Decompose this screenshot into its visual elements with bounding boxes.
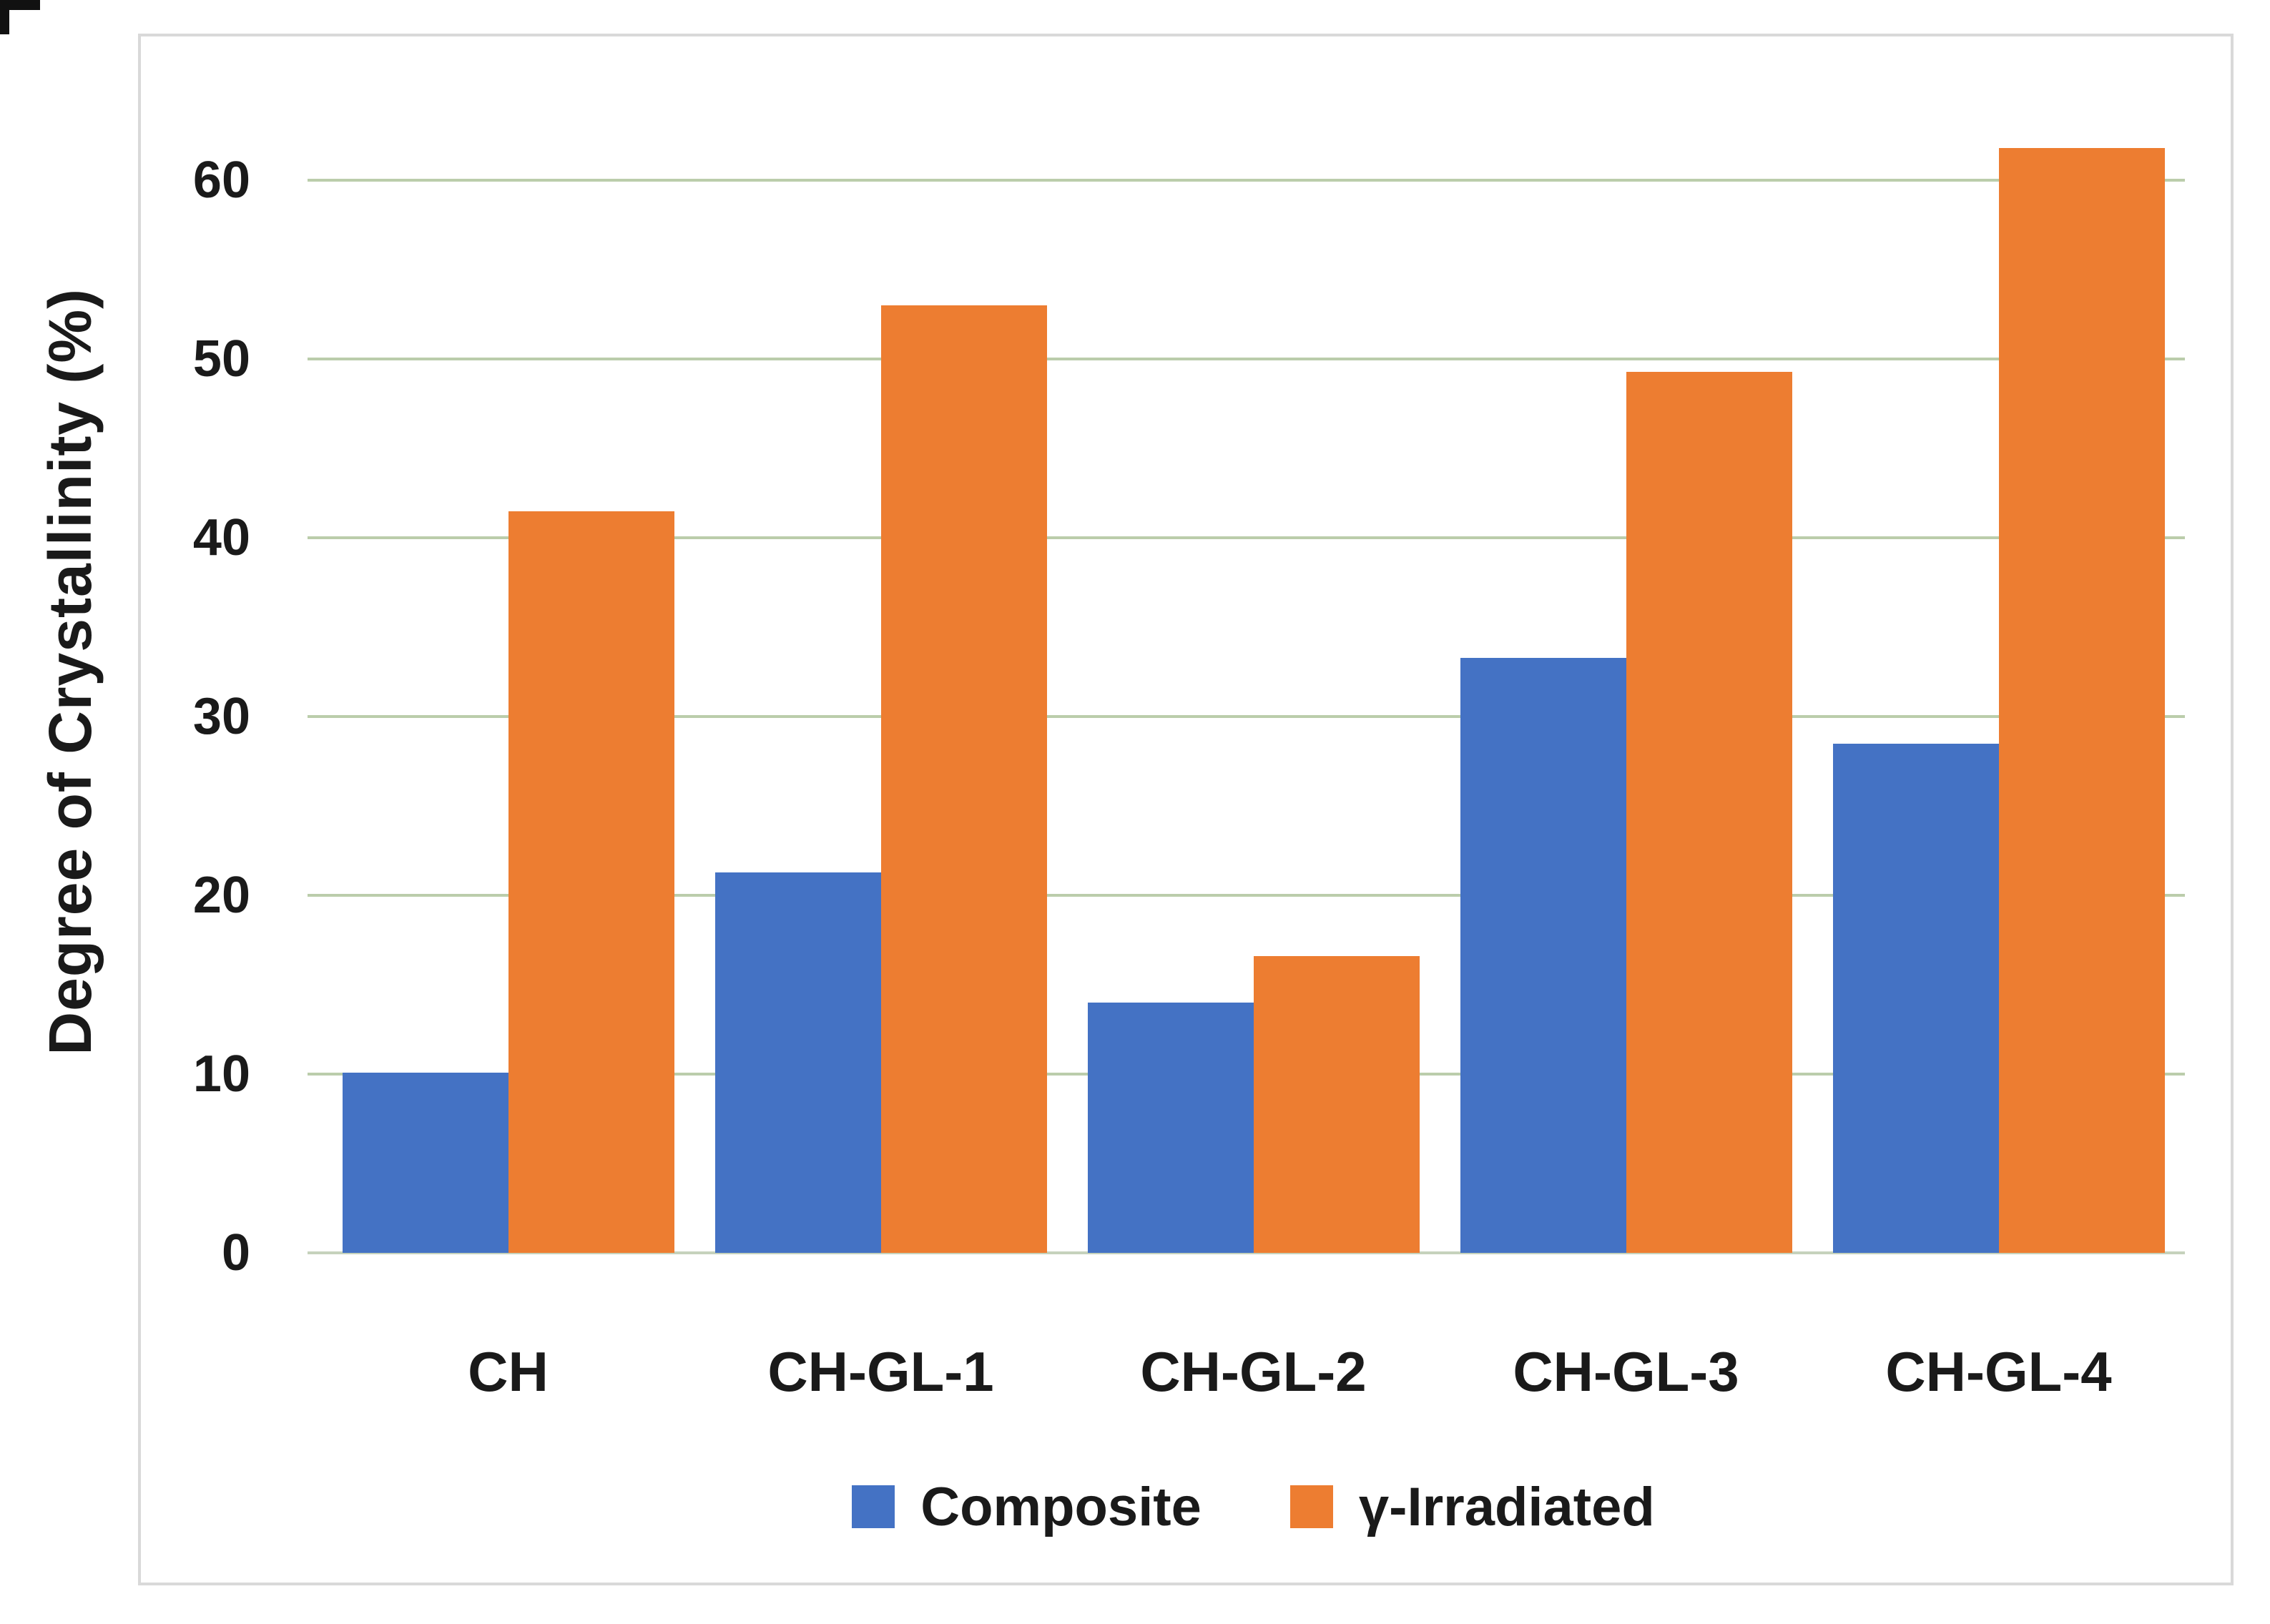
bar-composite-CH — [343, 1072, 508, 1253]
y-tick-label-0: 0 — [221, 1224, 250, 1281]
scan-artifact-vertical — [0, 0, 9, 34]
bar-composite-CH-GL-4 — [1833, 743, 1999, 1253]
gridline-60 — [308, 179, 2185, 182]
bar--irradiated-CH-GL-3 — [1626, 371, 1792, 1253]
y-tick-label-10: 10 — [192, 1045, 250, 1103]
bar-composite-CH-GL-1 — [715, 872, 881, 1253]
x-tick-label-CH-GL-4: CH-GL-4 — [1885, 1340, 2112, 1403]
bar-group-CH — [322, 91, 694, 1253]
legend: Composite γ-Irradiated — [322, 1467, 2185, 1546]
y-tick-label-60: 60 — [192, 152, 250, 209]
gridline-40 — [308, 536, 2185, 539]
legend-swatch-icon — [852, 1485, 895, 1528]
x-tick-label-CH: CH — [468, 1340, 549, 1403]
legend-item-composite: Composite — [852, 1476, 1202, 1538]
gridline-50 — [308, 358, 2185, 360]
plot-area — [308, 91, 2185, 1254]
bar-group-CH-GL-4 — [1812, 91, 2185, 1253]
x-tick-label-CH-GL-1: CH-GL-1 — [767, 1340, 994, 1403]
y-tick-label-40: 40 — [192, 509, 250, 566]
legend-label: γ-Irradiated — [1358, 1476, 1655, 1537]
y-tick-label-50: 50 — [192, 330, 250, 388]
x-tick-label-CH-GL-2: CH-GL-2 — [1140, 1340, 1367, 1403]
gridline-20 — [308, 894, 2185, 897]
bar-composite-CH-GL-2 — [1088, 1003, 1254, 1253]
x-axis-baseline — [308, 1251, 2185, 1254]
x-axis-tick-labels: CH CH-GL-1 CH-GL-2 CH-GL-3 CH-GL-4 — [322, 1336, 2185, 1407]
bar--irradiated-CH-GL-4 — [1999, 148, 2165, 1253]
scan-artifact-horizontal — [0, 0, 40, 10]
legend-swatch-icon — [1289, 1485, 1333, 1528]
bar--irradiated-CH-GL-1 — [881, 305, 1047, 1253]
bar-group-CH-GL-2 — [1067, 91, 1440, 1253]
legend-label: Composite — [920, 1476, 1202, 1537]
bar--irradiated-CH-GL-2 — [1254, 956, 1420, 1253]
y-tick-label-20: 20 — [192, 867, 250, 924]
y-tick-label-30: 30 — [192, 688, 250, 745]
bar--irradiated-CH — [508, 511, 674, 1253]
bar-composite-CH-GL-3 — [1460, 657, 1626, 1253]
x-tick-label-CH-GL-3: CH-GL-3 — [1513, 1340, 1739, 1403]
bar-group-CH-GL-1 — [694, 91, 1067, 1253]
bar-group-CH-GL-3 — [1440, 91, 1812, 1253]
legend-item--irradiated: γ-Irradiated — [1289, 1476, 1655, 1538]
y-axis-tick-labels: 0 10 20 30 40 50 60 — [0, 91, 250, 1281]
gridline-30 — [308, 715, 2185, 718]
